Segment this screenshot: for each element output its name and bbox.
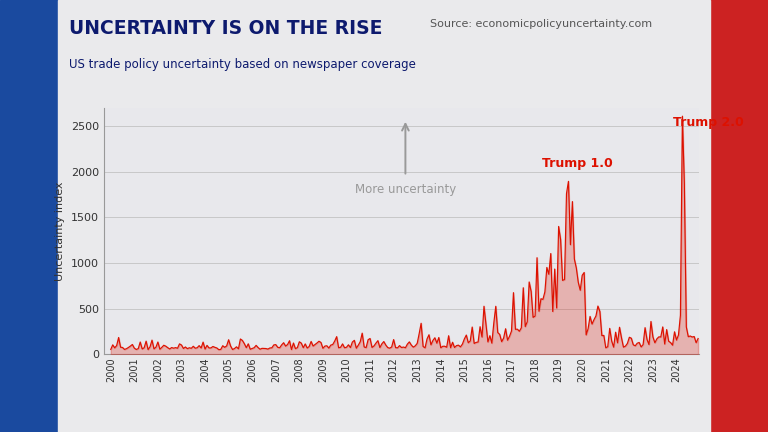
Text: Trump 2.0: Trump 2.0 xyxy=(673,116,743,129)
Text: Trump 1.0: Trump 1.0 xyxy=(542,157,613,170)
Bar xyxy=(58,0,710,432)
Text: UNCERTAINTY IS ON THE RISE: UNCERTAINTY IS ON THE RISE xyxy=(69,19,382,38)
Bar xyxy=(0,0,58,432)
Text: US trade policy uncertainty based on newspaper coverage: US trade policy uncertainty based on new… xyxy=(69,58,416,71)
Y-axis label: Uncertainty index: Uncertainty index xyxy=(55,181,65,281)
Bar xyxy=(710,0,768,432)
Text: More uncertainty: More uncertainty xyxy=(355,183,456,196)
Text: Source: economicpolicyuncertainty.com: Source: economicpolicyuncertainty.com xyxy=(430,19,652,29)
